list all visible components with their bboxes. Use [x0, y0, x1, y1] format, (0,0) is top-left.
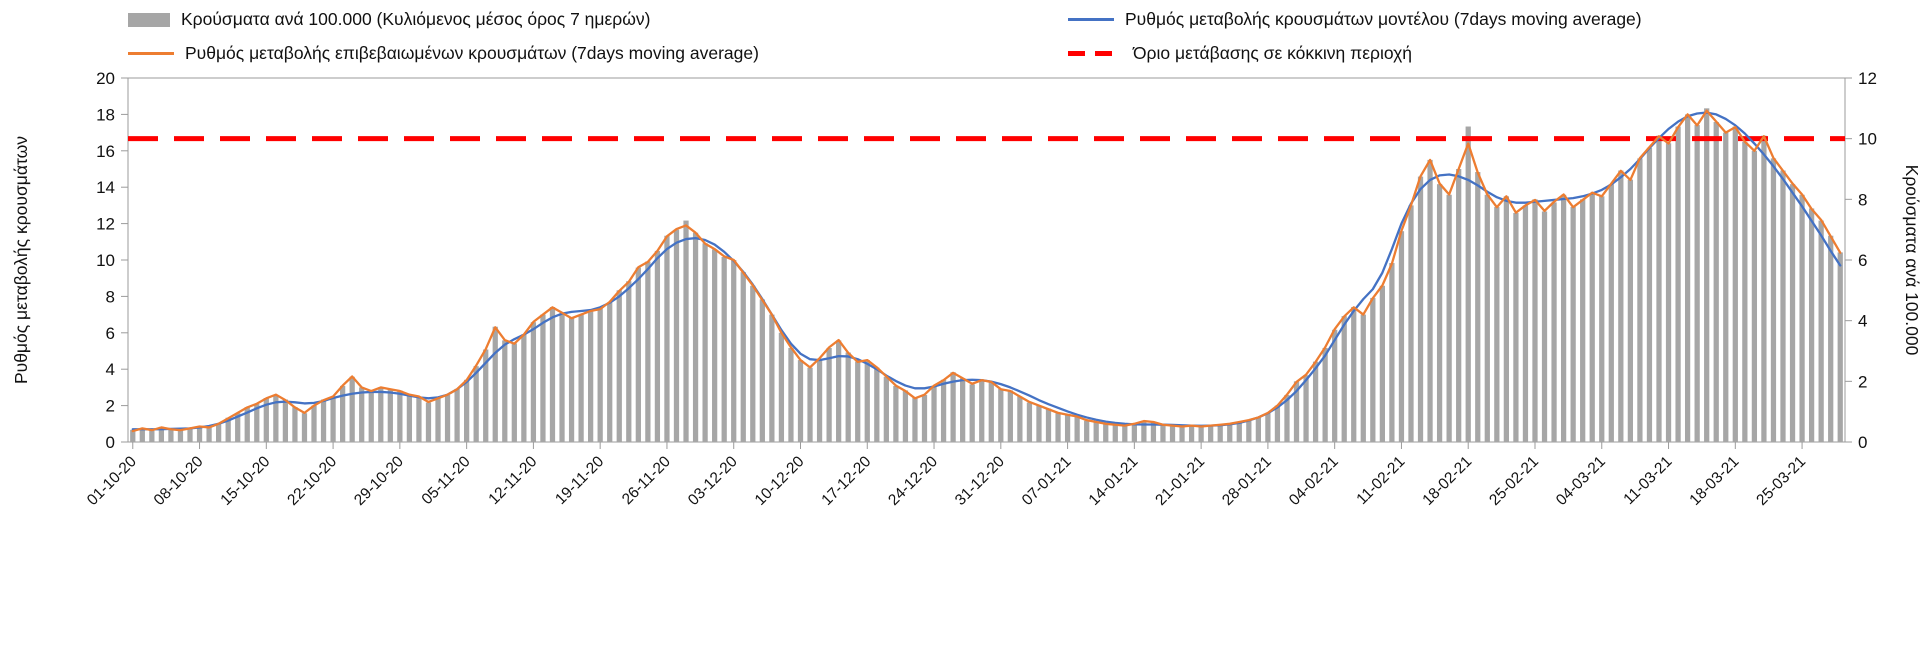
svg-text:10: 10	[96, 251, 115, 270]
svg-text:19-11-20: 19-11-20	[552, 453, 607, 508]
orange-line-swatch-icon	[128, 52, 174, 55]
svg-text:16: 16	[96, 142, 115, 161]
red-dashed-swatch-icon	[1068, 51, 1122, 56]
svg-text:14: 14	[96, 178, 115, 197]
legend-item-cases-bars: Κρούσματα ανά 100.000 (Κυλιόμενος μέσος …	[128, 9, 650, 30]
svg-text:04-03-21: 04-03-21	[1553, 453, 1609, 509]
svg-text:0: 0	[106, 433, 115, 452]
x-axis: 01-10-20 08-10-20 15-10-20 22-10-20 29-10-20…	[84, 442, 1809, 509]
svg-text:25-02-21: 25-02-21	[1486, 453, 1542, 509]
y-axis-right-title: Κρούσματα ανά 100.000	[1902, 165, 1920, 356]
svg-text:25-03-21: 25-03-21	[1753, 453, 1809, 509]
svg-text:11-03-21: 11-03-21	[1620, 453, 1675, 508]
svg-text:12: 12	[96, 215, 115, 234]
legend-item-model-line: Ρυθμός μεταβολής κρουσμάτων μοντέλου (7d…	[1068, 9, 1642, 30]
svg-text:18-02-21: 18-02-21	[1419, 453, 1475, 509]
svg-text:8: 8	[106, 287, 115, 306]
svg-text:10: 10	[1858, 130, 1877, 149]
svg-text:4: 4	[106, 360, 115, 379]
bar-swatch-icon	[128, 12, 170, 27]
svg-text:17-12-20: 17-12-20	[818, 453, 874, 509]
legend-label-model-line: Ρυθμός μεταβολής κρουσμάτων μοντέλου (7d…	[1125, 9, 1642, 29]
svg-text:08-10-20: 08-10-20	[151, 453, 207, 509]
chart-legend: Κρούσματα ανά 100.000 (Κυλιόμενος μέσος …	[0, 0, 1920, 72]
legend-item-threshold: Όριο μετάβασης σε κόκκινη περιοχή	[1068, 43, 1412, 64]
svg-text:2: 2	[106, 397, 115, 416]
svg-text:26-11-20: 26-11-20	[619, 453, 674, 508]
svg-text:28-01-21: 28-01-21	[1219, 453, 1275, 509]
svg-text:14-01-21: 14-01-21	[1086, 453, 1142, 509]
svg-text:03-12-20: 03-12-20	[685, 453, 741, 509]
svg-text:8: 8	[1858, 190, 1867, 209]
legend-label-confirmed-line: Ρυθμός μεταβολής επιβεβαιωμένων κρουσμάτ…	[185, 43, 759, 63]
y-axis-right: 0 2 4 6 8 10 12	[1845, 72, 1877, 452]
svg-text:15-10-20: 15-10-20	[217, 453, 273, 509]
svg-text:11-02-21: 11-02-21	[1353, 453, 1408, 508]
confirmed-line	[131, 109, 1842, 433]
svg-text:01-10-20: 01-10-20	[84, 453, 140, 509]
svg-text:2: 2	[1858, 372, 1867, 391]
svg-text:04-02-21: 04-02-21	[1286, 453, 1342, 509]
legend-item-confirmed-line: Ρυθμός μεταβολής επιβεβαιωμένων κρουσμάτ…	[128, 43, 759, 64]
svg-text:0: 0	[1858, 433, 1867, 452]
y-axis-left: 0 2 4 6 8 10 12 14 16 18 20	[96, 72, 128, 452]
svg-text:6: 6	[106, 324, 115, 343]
svg-text:6: 6	[1858, 251, 1867, 270]
svg-text:18: 18	[96, 105, 115, 124]
bars-series	[130, 108, 1843, 443]
legend-label-cases-bars: Κρούσματα ανά 100.000 (Κυλιόμενος μέσος …	[181, 9, 651, 29]
svg-text:10-12-20: 10-12-20	[752, 453, 808, 509]
svg-text:12: 12	[1858, 72, 1877, 88]
chart-canvas: 0 2 4 6 8 10 12 14 16 18 20 0 2 4 6 8 10 12 01-10-20 08-10-…	[11, 72, 1920, 509]
svg-text:22-10-20: 22-10-20	[284, 453, 340, 509]
svg-text:29-10-20: 29-10-20	[351, 453, 407, 509]
svg-text:12-11-20: 12-11-20	[485, 453, 540, 508]
svg-text:21-01-21: 21-01-21	[1152, 453, 1208, 509]
y-axis-left-title: Ρυθμός μεταβολής κρουσμάτων	[11, 136, 31, 384]
svg-text:4: 4	[1858, 312, 1867, 331]
svg-text:05-11-20: 05-11-20	[419, 453, 474, 508]
legend-label-threshold: Όριο μετάβασης σε κόκκινη περιοχή	[1133, 43, 1413, 63]
svg-text:24-12-20: 24-12-20	[885, 453, 941, 509]
svg-text:07-01-21: 07-01-21	[1019, 453, 1075, 509]
svg-text:31-12-20: 31-12-20	[952, 453, 1008, 509]
svg-text:20: 20	[96, 72, 115, 88]
blue-line-swatch-icon	[1068, 18, 1114, 21]
svg-text:18-03-21: 18-03-21	[1686, 453, 1742, 509]
